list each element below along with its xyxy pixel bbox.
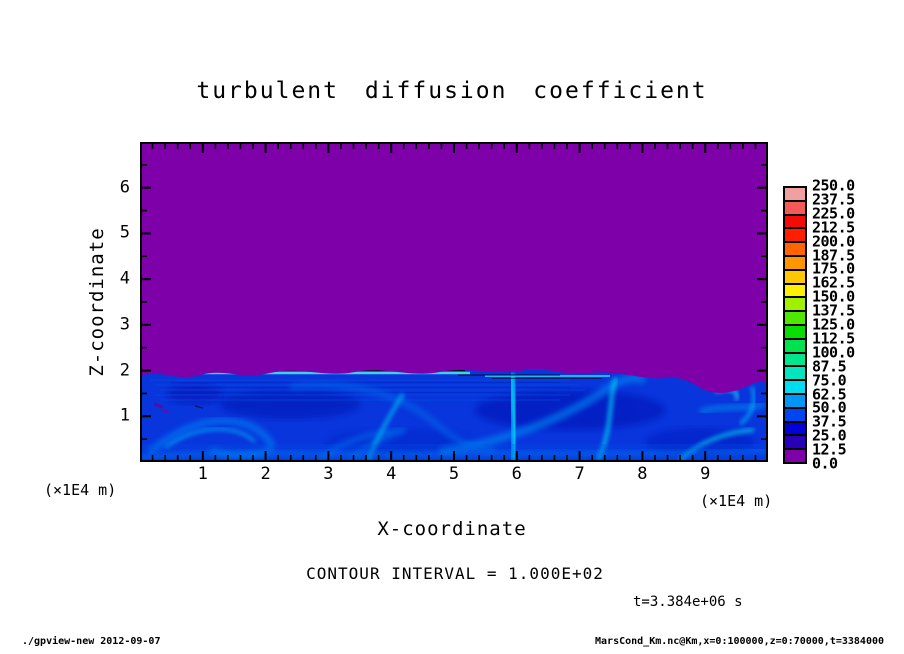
colorbar-box (785, 298, 805, 311)
colorbar-label: 62.5 (812, 385, 847, 403)
x-tick-label: 2 (260, 464, 271, 484)
x-tick-label: 7 (574, 464, 585, 484)
colorbar-label: 250.0 (812, 176, 855, 195)
colorbar-label: 37.5 (812, 412, 847, 431)
axis-ticks (142, 144, 766, 460)
colorbar-label: 87.5 (812, 357, 847, 376)
colorbar-box (785, 353, 805, 366)
colorbar-label: 162.5 (812, 273, 855, 292)
heatmap-plot-area (140, 142, 768, 462)
z-tick-label: 5 (119, 222, 130, 243)
colorbar-label: 225.0 (812, 204, 855, 223)
z-tick-label: 4 (119, 268, 130, 289)
colorbar-label: 175.0 (812, 259, 855, 278)
colorbar-box (785, 325, 805, 338)
x-axis-title: X-coordinate (377, 518, 527, 540)
colorbar-label: 137.5 (812, 301, 855, 320)
colorbar-box (785, 367, 805, 380)
colorbar-label: 125.0 (812, 315, 855, 334)
x-tick-label: 9 (700, 464, 711, 484)
plot-frame (140, 142, 768, 462)
colorbar-box (785, 408, 805, 421)
z-tick-label: 2 (119, 360, 130, 381)
x-tick-label: 3 (323, 464, 334, 484)
colorbar-box (785, 229, 805, 242)
footer-command-stamp: ./gpview-new 2012-09-07 (22, 636, 161, 647)
x-axis-unit-left: (×1E4 m) (44, 481, 117, 499)
colorbar-label: 100.0 (812, 343, 855, 362)
colorbar-box (785, 243, 805, 255)
colorbar-box (785, 284, 805, 297)
x-tick-label: 6 (511, 464, 522, 484)
x-axis-unit-right: (×1E4 m) (700, 492, 773, 510)
colorbar-label: 12.5 (812, 440, 847, 459)
colorbar-box (785, 381, 805, 393)
colorbar-box (785, 188, 805, 200)
time-annotation: t=3.384e+06 s (633, 594, 743, 610)
colorbar-box (785, 312, 805, 324)
x-tick-label: 5 (448, 464, 460, 484)
colorbar-label: 150.0 (812, 287, 855, 306)
colorbar-box (785, 422, 805, 435)
heatmap-field (140, 142, 768, 462)
colorbar-label: 212.5 (812, 218, 855, 237)
colorbar (783, 186, 807, 464)
turbulent-layer (140, 369, 768, 462)
x-tick-label: 4 (386, 464, 397, 484)
colorbar-label: 187.5 (812, 246, 855, 264)
footer-data-source-stamp: MarsCond_Km.nc@Km,x=0:100000,z=0:70000,t… (595, 636, 884, 647)
colorbar-box (785, 394, 805, 407)
x-tick-label: 8 (637, 464, 648, 484)
colorbar-label: 75.0 (812, 371, 847, 390)
z-tick-label: 6 (119, 177, 130, 198)
colorbar-box (785, 201, 805, 214)
colorbar-box (785, 339, 805, 352)
colorbar-label: 112.5 (812, 329, 855, 348)
colorbar-box (785, 215, 805, 228)
colorbar-box (785, 436, 805, 449)
colorbar-box (785, 270, 805, 283)
colorbar-box (785, 450, 805, 462)
colorbar-label: 237.5 (812, 190, 855, 209)
colorbar-label: 200.0 (812, 232, 855, 251)
colorbar-box (785, 256, 805, 269)
z-axis-title: Z-coordinate (86, 227, 108, 377)
z-tick-label: 3 (119, 314, 130, 335)
z-tick-label: 1 (119, 405, 130, 426)
plot-title: turbulent diffusion coefficient (196, 78, 708, 104)
colorbar-label: 25.0 (812, 426, 847, 445)
contour-interval-note: CONTOUR INTERVAL = 1.000E+02 (306, 564, 604, 583)
x-tick-label: 1 (197, 464, 208, 484)
colorbar-label: 0.0 (812, 454, 838, 473)
colorbar-label: 50.0 (812, 398, 847, 417)
